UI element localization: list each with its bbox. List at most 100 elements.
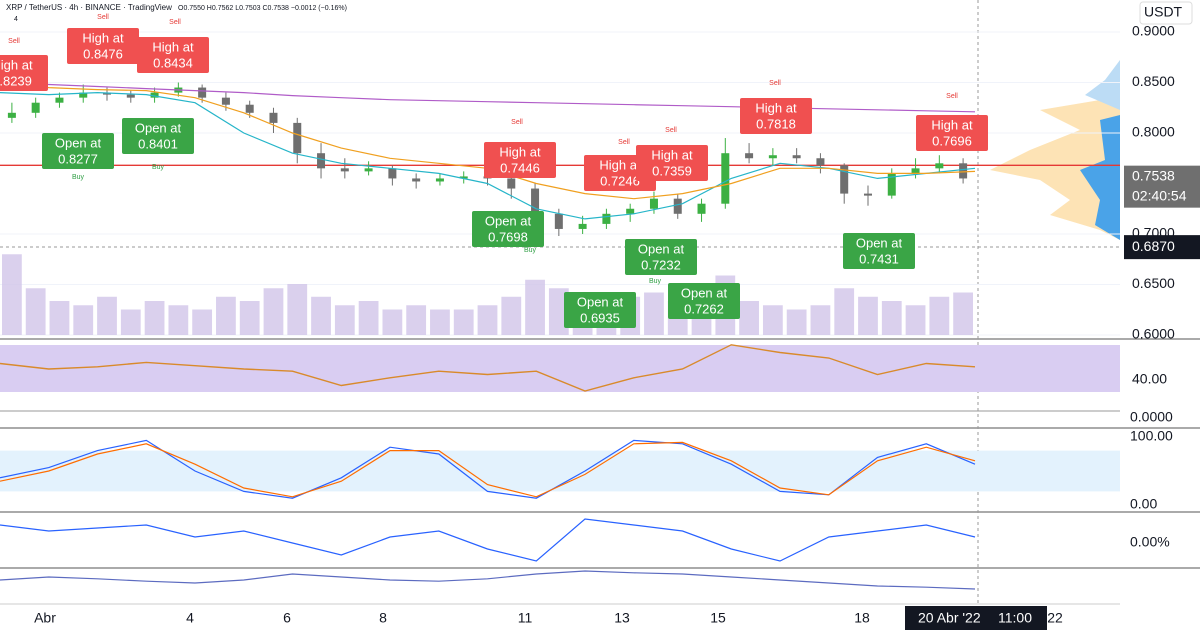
signal-label: Buy [524,247,537,254]
annotation-value: 0.7698 [488,229,528,244]
currency-button[interactable] [1139,1,1193,25]
annotation-title: High at [755,100,797,115]
annotation-value: 0.8476 [83,46,123,61]
annotation-title: High at [651,147,693,162]
volume-bar [739,301,759,335]
stoch-tick-label: 100.00 [1130,428,1173,444]
volume-bar [2,254,22,335]
annotation-value: 0.7262 [684,301,724,316]
price-tick-label: 0.6500 [1132,275,1175,291]
annotation-value: 0.7696 [932,133,972,148]
annotation-title: Open at [577,294,624,309]
volume-bar [168,305,189,335]
volume-bar [120,309,141,335]
volume-bar [97,296,117,335]
time-tick-label: 11 [518,610,533,626]
candle-body [887,173,896,196]
candle-body [269,112,278,123]
annotation-title: Open at [55,135,102,150]
annotation-value: 0.8401 [138,136,178,151]
candle-body [602,213,611,224]
candle-body [959,163,968,179]
annotation-title: Open at [681,285,728,300]
annotation-title: High at [931,117,973,132]
volume-bar [453,309,474,335]
time-tick-label: Abr [34,610,56,626]
annotation-value: 0.7446 [500,160,540,175]
candle-body [911,168,920,174]
volume-bar [263,288,284,335]
annotation-value: 0.8239 [0,73,32,88]
candle-body [935,163,944,169]
rsi-zero-label: 0.0000 [1130,409,1173,425]
volume-bar [644,292,664,335]
volume-profile [990,60,1120,240]
candle-body [745,153,754,159]
volume-bar [858,296,878,335]
signal-label: Sell [946,93,958,100]
signal-label: Sell [665,127,677,134]
signal-label: Sell [618,139,630,146]
moving-average [0,81,976,113]
annotation-box [668,283,740,319]
time-tick-label: 13 [614,610,630,626]
roc-line [0,518,976,562]
annotation-box [916,115,988,151]
annotation-title: Open at [638,241,685,256]
candle-body [198,87,207,98]
signal-label: Sell [769,80,781,87]
annotation-value: 0.7232 [641,257,681,272]
candle-body [554,213,563,229]
volume-bar [311,296,331,335]
volume-bar [834,288,855,335]
volume-bar [382,309,403,335]
cursor-price: 0.6870 [1132,238,1175,254]
volume-bar [525,279,545,335]
candle-body [317,153,326,169]
rsi-tick-label: 40.00 [1132,371,1167,387]
oscillator-line [0,570,976,590]
rsi-line [0,344,976,392]
annotation-title: High at [0,57,33,72]
volume-bar [334,305,355,335]
candle-body [126,94,135,98]
volume-bar [192,309,213,335]
candle-body [531,188,540,214]
annotation-value: 0.7431 [859,251,899,266]
time-tick-label: 18 [854,610,870,626]
candle-body [697,203,706,214]
signal-label: Sell [511,119,523,126]
volume-bar [477,305,498,335]
signal-label: Buy [649,278,662,285]
annotation-box [636,145,708,181]
candle-body [364,168,373,172]
volume-bar [239,301,260,335]
roc-tick-label: 0.00% [1130,534,1170,550]
cursor-date: 20 Abr '22 [918,610,981,626]
volume-profile [1085,60,1120,110]
candle-body [459,176,468,179]
signal-label: Sell [8,38,20,45]
volume-bar [548,288,569,335]
stoch-d [0,441,976,498]
cursor-time: 11:00 [998,610,1032,626]
annotation-box [67,28,139,64]
candle-body [412,178,421,182]
volume-bar [406,305,427,335]
annotation-value: 0.6935 [580,310,620,325]
candle-body [293,122,302,154]
cursor-price-badge [1124,235,1200,260]
currency[interactable]: USDT [1144,4,1183,20]
annotation-title: High at [82,30,124,45]
candle-body [7,112,16,118]
candle-body [792,155,801,159]
candle-body [626,208,635,214]
volume-bar [881,301,902,335]
price-tick-label: 0.9000 [1132,23,1175,39]
candle-body [863,193,872,196]
candle-body [245,104,254,113]
candle-body [721,153,730,204]
candle-body [507,178,516,189]
volume-bar [953,292,973,335]
